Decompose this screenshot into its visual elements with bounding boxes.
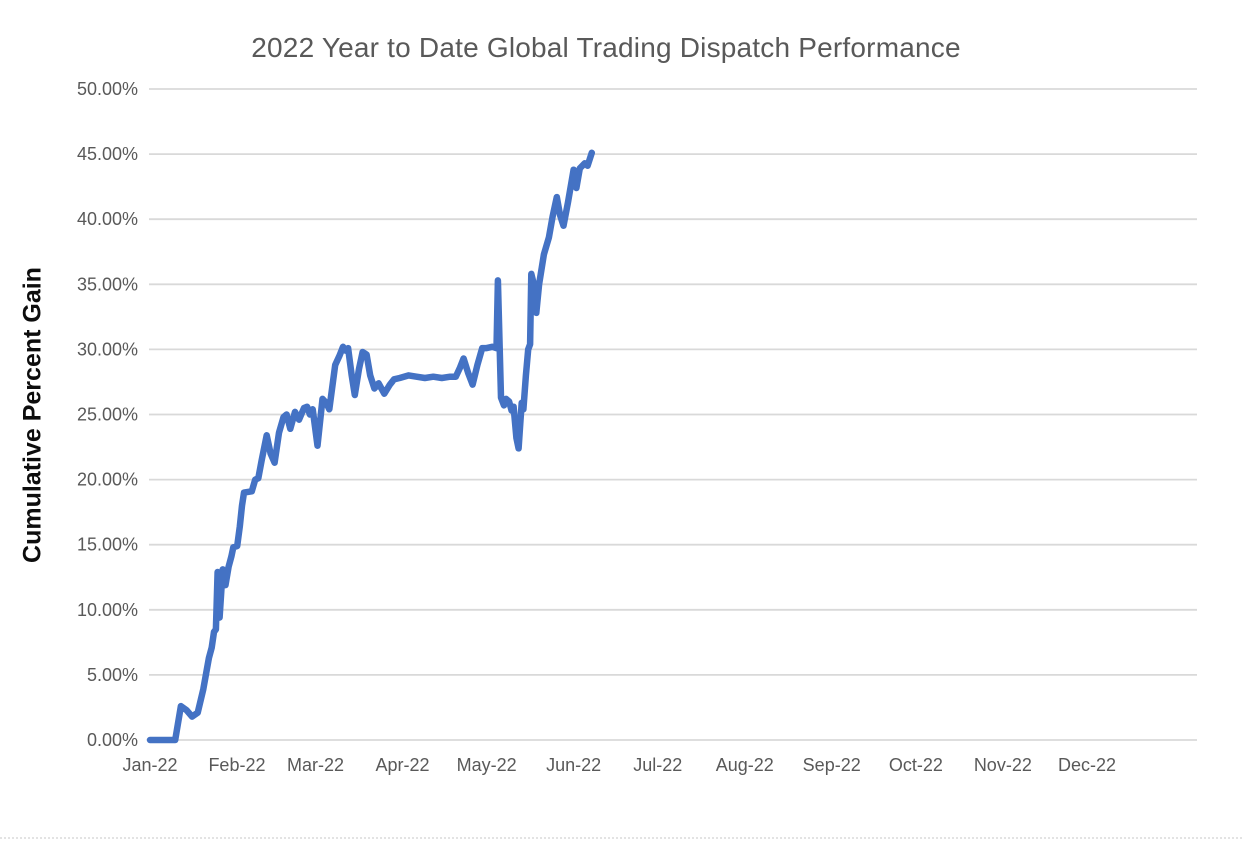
x-tick-label: Oct-22 <box>889 755 943 775</box>
y-tick-label: 40.00% <box>77 209 138 229</box>
x-tick-label: May-22 <box>457 755 517 775</box>
y-tick-label: 35.00% <box>77 274 138 294</box>
y-tick-label: 10.00% <box>77 600 138 620</box>
x-tick-label: Aug-22 <box>716 755 774 775</box>
y-tick-label: 0.00% <box>87 730 138 750</box>
x-tick-label: Jan-22 <box>122 755 177 775</box>
y-tick-label: 30.00% <box>77 339 138 359</box>
x-tick-label: Dec-22 <box>1058 755 1116 775</box>
y-tick-label: 45.00% <box>77 144 138 164</box>
performance-line <box>146 149 596 744</box>
page-bottom-border <box>0 837 1242 839</box>
y-tick-label: 50.00% <box>77 79 138 99</box>
y-tick-label: 15.00% <box>77 535 138 555</box>
x-tick-label: Feb-22 <box>208 755 265 775</box>
x-tick-label: Apr-22 <box>375 755 429 775</box>
chart-title: 2022 Year to Date Global Trading Dispatc… <box>251 32 961 63</box>
x-tick-label: Jul-22 <box>633 755 682 775</box>
y-tick-label: 5.00% <box>87 665 138 685</box>
y-tick-label: 20.00% <box>77 470 138 490</box>
y-tick-label: 25.00% <box>77 405 138 425</box>
x-tick-label: Jun-22 <box>546 755 601 775</box>
x-tick-label: Sep-22 <box>803 755 861 775</box>
x-tick-label: Mar-22 <box>287 755 344 775</box>
x-tick-label: Nov-22 <box>974 755 1032 775</box>
